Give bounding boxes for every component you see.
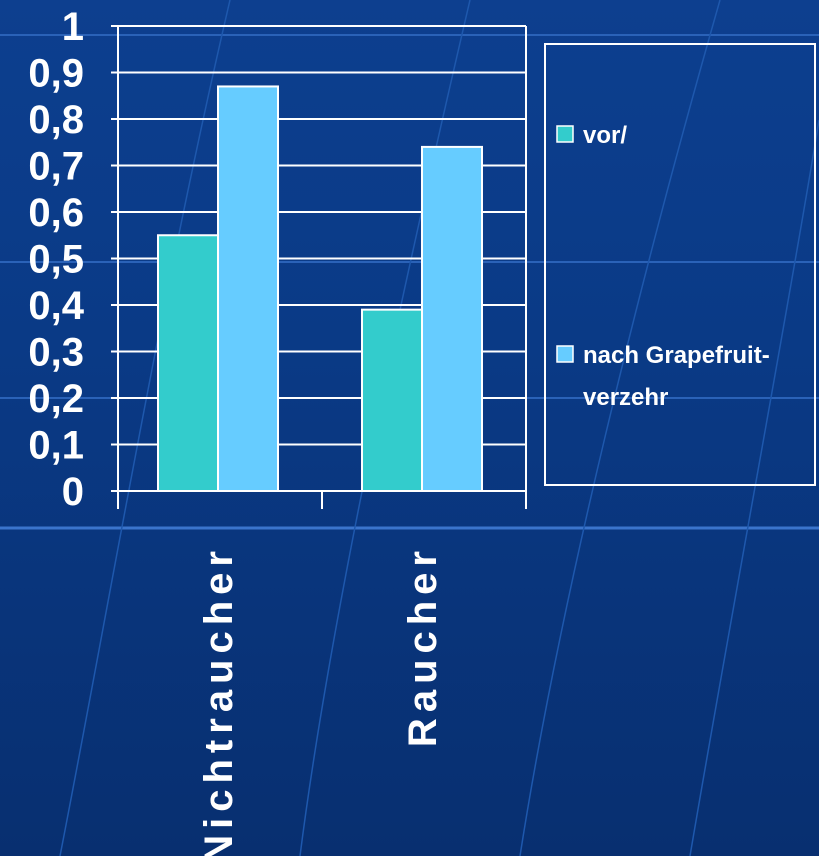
legend-label: nach Grapefruit- — [583, 342, 770, 369]
y-tick-label: 0,8 — [28, 98, 84, 142]
bars — [157, 85, 483, 492]
bar-nach-nichtraucher — [217, 85, 279, 492]
y-tick-label: 0 — [62, 470, 84, 514]
y-tick-label: 0,5 — [28, 238, 84, 282]
axes — [111, 25, 527, 509]
y-tick-label: 0,6 — [28, 191, 84, 235]
legend-label: verzehr — [583, 384, 668, 411]
legend-label: vor/ — [583, 122, 627, 149]
bar-vor-raucher — [361, 308, 423, 492]
category-labels: Nichtraucher Raucher — [197, 545, 445, 856]
y-tick-label: 0,1 — [28, 424, 84, 468]
background-curve — [519, 0, 721, 856]
category-label: Nichtraucher — [197, 545, 241, 856]
y-tick-label: 0,2 — [28, 377, 84, 421]
legend-box — [544, 43, 816, 486]
legend: vor/nach Grapefruit-verzehr — [544, 43, 816, 486]
y-tick-labels: 00,10,20,30,40,50,60,70,80,91 — [28, 5, 84, 514]
legend-swatch — [556, 345, 574, 363]
y-tick-label: 0,3 — [28, 331, 84, 375]
bar-vor-nichtraucher — [157, 234, 219, 492]
background-curve — [689, 119, 819, 856]
bar-nach-raucher — [421, 145, 483, 492]
y-tick-label: 1 — [62, 5, 84, 49]
y-tick-label: 0,4 — [28, 284, 84, 328]
legend-swatch — [556, 125, 574, 143]
y-tick-label: 0,9 — [28, 52, 84, 96]
y-tick-label: 0,7 — [28, 145, 84, 189]
category-label: Raucher — [401, 545, 445, 747]
